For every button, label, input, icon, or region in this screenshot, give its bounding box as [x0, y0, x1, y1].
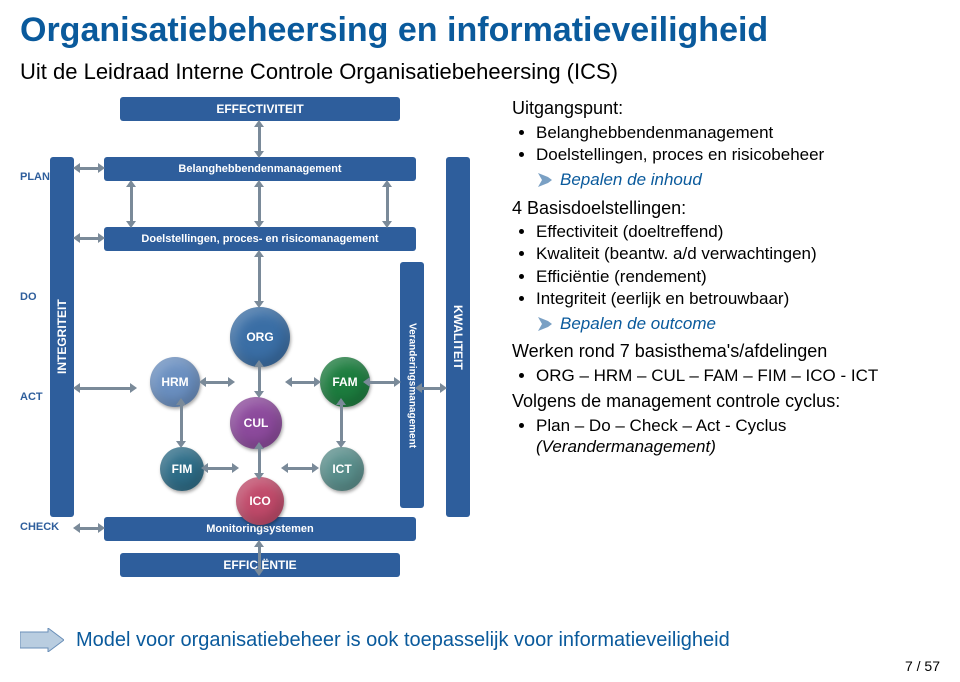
- side-plan: PLAN: [20, 171, 50, 183]
- arrow-icon: [80, 167, 98, 170]
- arrow-icon: [386, 187, 389, 221]
- arrow-icon: [422, 387, 440, 390]
- volgens-item-text: Plan – Do – Check – Act - Cyclus: [536, 416, 786, 435]
- list-item: Efficiëntie (rendement): [536, 266, 940, 287]
- circle-hrm: HRM: [150, 357, 200, 407]
- list-item: Plan – Do – Check – Act - Cyclus (Verand…: [536, 415, 940, 458]
- side-check: CHECK: [20, 521, 59, 533]
- content-row: EFFECTIVITEIT EFFICIËNTIE INTEGRITEIT KW…: [20, 97, 940, 577]
- arrow-icon: [258, 187, 261, 221]
- arrow-icon: [80, 387, 130, 390]
- circle-org: ORG: [230, 307, 290, 367]
- circle-ict: ICT: [320, 447, 364, 491]
- list-item: Belanghebbendenmanagement: [536, 122, 940, 143]
- arrow-icon: [258, 547, 261, 569]
- basis-heading: 4 Basisdoelstellingen:: [512, 197, 940, 220]
- basis-list: Effectiviteit (doeltreffend) Kwaliteit (…: [512, 221, 940, 309]
- list-item: Doelstellingen, proces en risicobeheer: [536, 144, 940, 165]
- arrow-icon: [288, 467, 312, 470]
- arrow-icon: [80, 527, 98, 530]
- list-item: Kwaliteit (beantw. a/d verwachtingen): [536, 243, 940, 264]
- arrow-icon: [258, 257, 261, 301]
- ics-diagram: EFFECTIVITEIT EFFICIËNTIE INTEGRITEIT KW…: [20, 97, 500, 577]
- werken-heading: Werken rond 7 basisthema's/afdelingen: [512, 340, 940, 363]
- bepalen-inhoud-line: Bepalen de inhoud: [538, 169, 940, 190]
- banner-belang: Belanghebbendenmanagement: [104, 157, 416, 181]
- page-title: Organisatiebeheersing en informatieveili…: [20, 12, 940, 49]
- big-arrow-icon: [20, 628, 64, 652]
- page-number: 7 / 57: [905, 658, 940, 674]
- bepalen-outcome-line: Bepalen de outcome: [538, 313, 940, 334]
- side-do: DO: [20, 291, 37, 303]
- arrow-icon: [80, 237, 98, 240]
- werken-list: ORG – HRM – CUL – FAM – FIM – ICO - ICT: [512, 365, 940, 386]
- list-item: ORG – HRM – CUL – FAM – FIM – ICO - ICT: [536, 365, 940, 386]
- arrow-icon: [180, 405, 183, 441]
- bottom-conclusion: Model voor organisatiebeheer is ook toep…: [20, 628, 940, 652]
- volgens-heading: Volgens de management controle cyclus:: [512, 390, 940, 413]
- text-column: Uitgangspunt: Belanghebbendenmanagement …: [500, 97, 940, 461]
- banner-left: INTEGRITEIT: [50, 157, 74, 517]
- arrow-icon: [208, 467, 232, 470]
- arrow-icon: [258, 449, 261, 473]
- diagram-column: EFFECTIVITEIT EFFICIËNTIE INTEGRITEIT KW…: [20, 97, 500, 577]
- arrow-icon: [258, 127, 261, 151]
- arrow-icon: [340, 405, 343, 441]
- side-act: ACT: [20, 391, 43, 403]
- volgens-list: Plan – Do – Check – Act - Cyclus (Verand…: [512, 415, 940, 458]
- banner-top: EFFECTIVITEIT: [120, 97, 400, 121]
- bepalen-outcome-text: Bepalen de outcome: [560, 313, 716, 334]
- arrow-icon: [206, 381, 228, 384]
- list-item: Effectiviteit (doeltreffend): [536, 221, 940, 242]
- uitgangspunt-heading: Uitgangspunt:: [512, 97, 940, 120]
- circle-fim: FIM: [160, 447, 204, 491]
- subtitle: Uit de Leidraad Interne Controle Organis…: [20, 59, 940, 85]
- arrow-icon: [370, 381, 394, 384]
- arrow-cube-icon: [538, 173, 552, 187]
- arrow-cube-icon: [538, 317, 552, 331]
- bepalen-inhoud-text: Bepalen de inhoud: [560, 169, 702, 190]
- volgens-sub-text: (Verandermanagement): [536, 437, 716, 456]
- arrow-icon: [292, 381, 314, 384]
- arrow-icon: [258, 367, 261, 391]
- bottom-text: Model voor organisatiebeheer is ook toep…: [76, 629, 730, 652]
- banner-doel: Doelstellingen, proces- en risicomanagem…: [104, 227, 416, 251]
- list-item: Integriteit (eerlijk en betrouwbaar): [536, 288, 940, 309]
- slide: Organisatiebeheersing en informatieveili…: [0, 0, 960, 682]
- uitgangspunt-list: Belanghebbendenmanagement Doelstellingen…: [512, 122, 940, 166]
- arrow-icon: [130, 187, 133, 221]
- banner-right: KWALITEIT: [446, 157, 470, 517]
